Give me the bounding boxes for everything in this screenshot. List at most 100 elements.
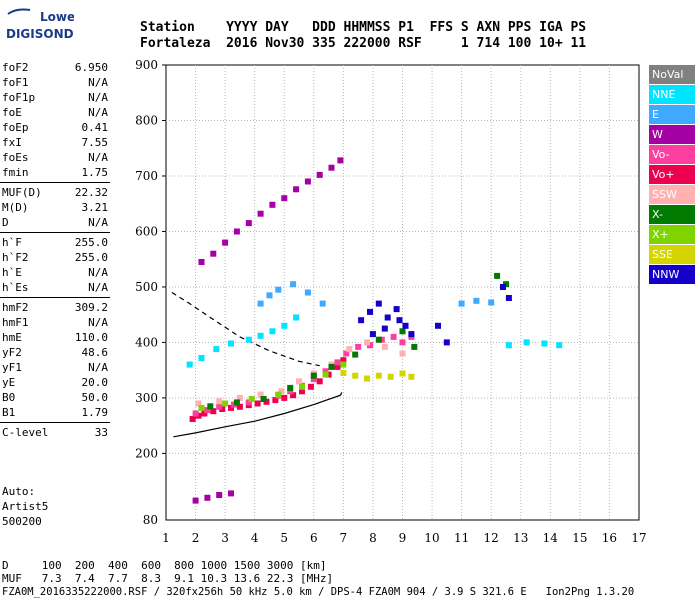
echo-point [384, 314, 391, 321]
echo-point [473, 297, 480, 304]
echo-point [281, 322, 288, 329]
echo-point [381, 343, 388, 350]
echo-point [399, 370, 406, 377]
echo-point [458, 300, 465, 307]
param-value: N/A [88, 316, 108, 329]
polarization-legend: NoVal NNE E W Vo- Vo+ SSW X- X+ SSE NNW [649, 65, 695, 285]
echo-point [494, 272, 501, 279]
param-value: 255.0 [74, 236, 108, 249]
header-row2: Fortaleza 2016 Nov30 335 222000 RSF 1 71… [140, 36, 587, 51]
param-value: N/A [88, 151, 108, 164]
param-value: 20.0 [81, 376, 109, 389]
param-value: 309.2 [74, 301, 108, 314]
echo-point [334, 359, 341, 366]
echo-points [186, 157, 563, 504]
auto-label: Auto: [2, 485, 36, 498]
param-value: N/A [88, 106, 108, 119]
param-row: h`E N/A [2, 265, 108, 280]
echo-point [343, 350, 350, 357]
param-row: D N/A [2, 215, 108, 230]
param-row: M(D) 3.21 [2, 200, 108, 215]
echo-point [204, 494, 211, 501]
param-key: yF1 [2, 361, 22, 374]
param-value: 110.0 [74, 331, 108, 344]
echo-point [505, 295, 512, 301]
param-key: hmF2 [2, 301, 29, 314]
param-value: N/A [88, 281, 108, 294]
echo-point [505, 342, 512, 349]
y-tick-label: 600 [135, 224, 158, 238]
echo-point [269, 328, 276, 335]
x-tick-label: 5 [280, 531, 288, 545]
echo-point [198, 355, 205, 361]
param-key: B1 [2, 406, 16, 419]
param-value: 22.32 [74, 186, 108, 199]
echo-point [393, 306, 400, 313]
x-tick-label: 7 [340, 531, 348, 545]
echo-point [408, 331, 415, 338]
echo-point [340, 357, 347, 364]
echo-point [228, 490, 234, 497]
echo-point [367, 308, 373, 315]
logo-line1: Lowell [40, 10, 74, 24]
param-key: C-level [2, 426, 49, 439]
param-value: 7.55 [81, 136, 109, 149]
param-key: foF1 [2, 76, 29, 89]
echo-point [328, 363, 335, 370]
echo-point [304, 289, 311, 296]
x-tick-label: 13 [513, 531, 528, 545]
legend-item: NoVal [649, 65, 695, 84]
echo-point [287, 384, 294, 391]
legend-item: X+ [649, 225, 695, 244]
echo-point [213, 346, 220, 353]
echo-point [500, 284, 506, 290]
echo-point [233, 399, 240, 406]
echo-point [346, 346, 353, 353]
logo-line2: DIGISONDE [6, 27, 74, 41]
echo-point [216, 403, 223, 410]
echo-point [399, 339, 406, 346]
echo-point [352, 351, 359, 358]
echo-point [358, 317, 365, 324]
lowell-digisonde-logo: Lowell DIGISONDE [6, 8, 74, 41]
echo-point [222, 239, 229, 246]
echo-point [281, 195, 288, 202]
echo-point [236, 394, 243, 401]
echo-point [328, 164, 335, 171]
echo-point [257, 332, 264, 339]
echo-point [352, 372, 359, 379]
echo-point [192, 410, 199, 417]
echo-point [381, 325, 388, 332]
y-tick-label: 800 [135, 113, 158, 127]
echo-point [233, 228, 240, 235]
param-separator [0, 422, 110, 423]
legend-item: Vo- [649, 145, 695, 164]
param-row: hmF2 309.2 [2, 300, 108, 315]
x-tick-label: 15 [572, 531, 587, 545]
echo-point [257, 391, 264, 398]
param-row: foE N/A [2, 105, 108, 120]
param-key: M(D) [2, 201, 29, 214]
echo-point [396, 317, 403, 324]
legend-item: Vo+ [649, 165, 695, 184]
param-key: MUF(D) [2, 186, 42, 199]
x-tick-label: 14 [543, 531, 559, 545]
echo-point [198, 404, 205, 411]
y-tick-label: 700 [135, 169, 158, 183]
param-key: B0 [2, 391, 16, 404]
param-value: 50.0 [81, 391, 109, 404]
echo-point [337, 157, 344, 164]
x-tick-label: 12 [484, 531, 499, 545]
echo-point [399, 350, 406, 357]
echo-point [189, 416, 196, 422]
legend-item: NNW [649, 265, 695, 284]
echo-point [390, 333, 397, 340]
logo-swoosh-icon [7, 8, 31, 15]
echo-point [435, 322, 441, 329]
echo-point [402, 322, 409, 329]
param-row: B1 1.79 [2, 405, 108, 420]
echo-point [195, 400, 202, 407]
param-value: N/A [88, 216, 108, 229]
echo-point [257, 210, 264, 217]
param-row: foEp 0.41 [2, 120, 108, 135]
